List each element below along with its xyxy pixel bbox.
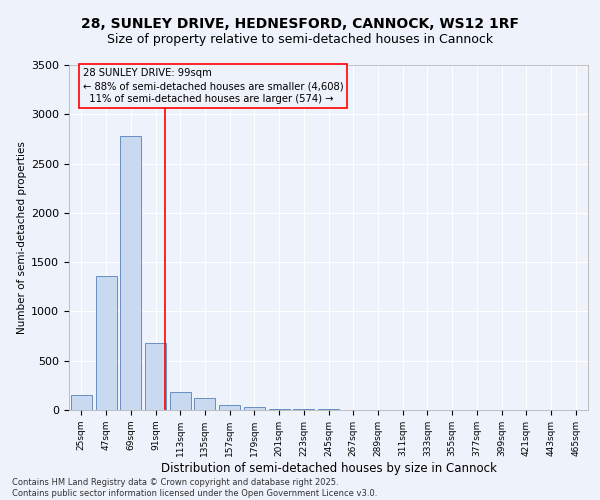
Bar: [145, 343, 166, 410]
Bar: [318, 409, 339, 410]
Bar: [95, 276, 116, 410]
Y-axis label: Number of semi-detached properties: Number of semi-detached properties: [17, 141, 27, 334]
Text: 28 SUNLEY DRIVE: 99sqm
← 88% of semi-detached houses are smaller (4,608)
  11% o: 28 SUNLEY DRIVE: 99sqm ← 88% of semi-det…: [83, 68, 343, 104]
Text: Size of property relative to semi-detached houses in Cannock: Size of property relative to semi-detach…: [107, 32, 493, 46]
Bar: [120, 136, 141, 410]
Bar: [194, 398, 215, 410]
Text: Contains HM Land Registry data © Crown copyright and database right 2025.
Contai: Contains HM Land Registry data © Crown c…: [12, 478, 377, 498]
Bar: [269, 408, 290, 410]
Bar: [170, 392, 191, 410]
Text: 28, SUNLEY DRIVE, HEDNESFORD, CANNOCK, WS12 1RF: 28, SUNLEY DRIVE, HEDNESFORD, CANNOCK, W…: [81, 18, 519, 32]
Bar: [293, 409, 314, 410]
Bar: [71, 394, 92, 410]
X-axis label: Distribution of semi-detached houses by size in Cannock: Distribution of semi-detached houses by …: [161, 462, 496, 474]
Bar: [219, 404, 240, 410]
Bar: [244, 406, 265, 410]
